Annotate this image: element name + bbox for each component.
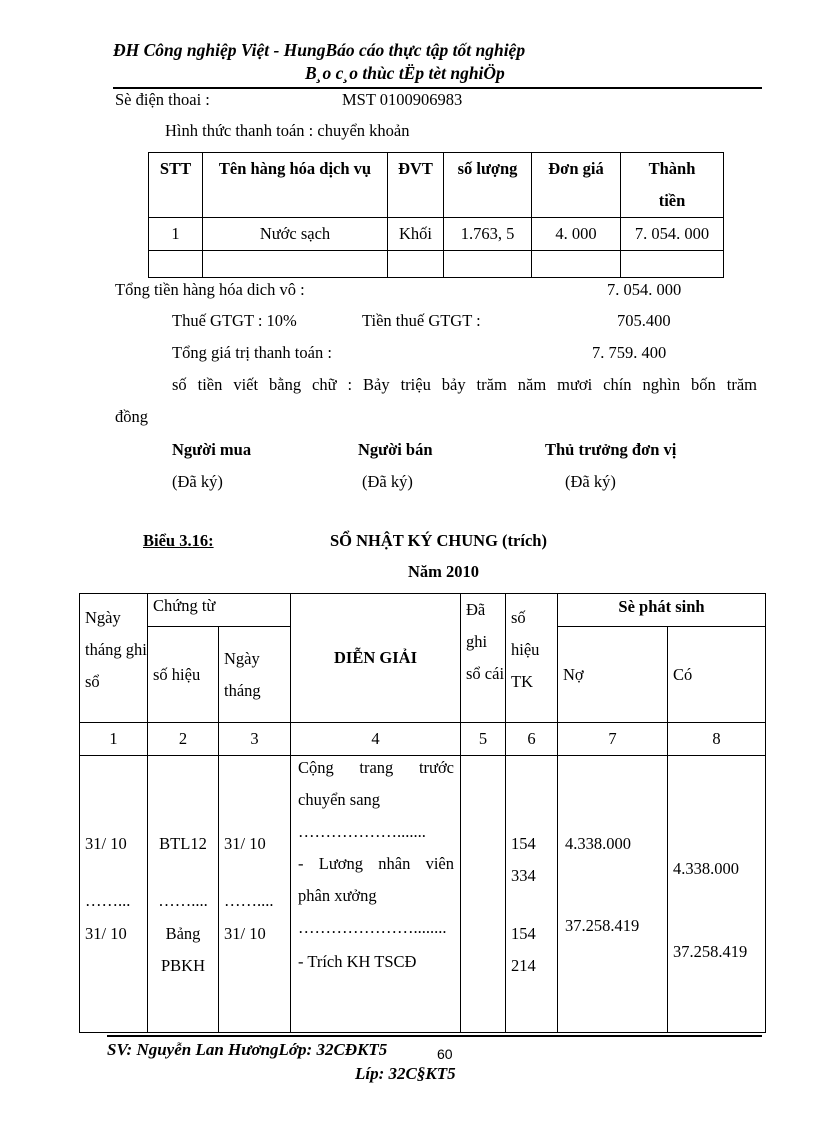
cell-item: Nước sạch <box>202 217 388 251</box>
header-credit: Có <box>667 626 767 723</box>
invoice-row: 1 Nước sạch Khối 1.763, 5 4. 000 7. 054.… <box>148 217 724 251</box>
header-voucher: Chứng từ <box>146 593 292 627</box>
header-unit: ĐVT <box>387 152 444 218</box>
entry-desc: Cộng trang trước <box>298 758 455 777</box>
header-desc: DIỄN GIẢI <box>290 593 462 723</box>
entry-voucher-date: 31/ 10 <box>224 924 266 943</box>
seller-signed: (Đã ký) <box>362 472 413 491</box>
footer-rule <box>107 1035 762 1037</box>
invoice-table: STT Tên hàng hóa dịch vụ ĐVT số lượng Đơ… <box>148 152 724 278</box>
col-num: 1 <box>79 722 148 756</box>
entry-desc: - Trích KH TSCĐ <box>298 952 417 971</box>
entry-desc: ………………....... <box>298 822 426 841</box>
col-num: 2 <box>147 722 219 756</box>
header-item: Tên hàng hóa dịch vụ <box>202 152 388 218</box>
header-amount: Thành tiền <box>620 152 724 218</box>
vat-label: Tiền thuế GTGT : <box>362 311 481 330</box>
header-stt: STT <box>148 152 203 218</box>
header-price: Đơn giá <box>531 152 621 218</box>
journal-year: Năm 2010 <box>408 562 480 581</box>
cell-price: 4. 000 <box>531 217 621 251</box>
header-rule <box>113 87 762 89</box>
cell-unit: Khối <box>387 217 444 251</box>
entry-voucher-no: …….... <box>158 891 208 910</box>
col-num: 5 <box>460 722 507 756</box>
header-amount: Sè phát sinh <box>557 593 767 627</box>
header-voucher-date: Ngày tháng <box>217 626 292 723</box>
entry-credit: 4.338.000 <box>673 859 740 878</box>
entry-debit: 4.338.000 <box>565 834 632 853</box>
total-value: 7. 759. 400 <box>592 343 667 362</box>
journal-table: Ngày tháng ghi sổ Chứng từ DIỄN GIẢI Đã … <box>79 593 767 1033</box>
header-date: Ngày tháng ghi sổ <box>79 593 148 723</box>
subtotal-value: 7. 054. 000 <box>607 280 682 299</box>
header-voucher-no: số hiệu <box>147 626 219 723</box>
cell-stt: 1 <box>148 217 203 251</box>
tax-code: MST 0100906983 <box>342 90 463 109</box>
entry-account: 154 <box>511 834 536 853</box>
head-role: Thủ trưởng đơn vị <box>545 440 677 459</box>
entry-voucher-date: 31/ 10 <box>224 834 266 853</box>
col-num: 7 <box>557 722 669 756</box>
buyer-signed: (Đã ký) <box>172 472 223 491</box>
vat-value: 705.400 <box>617 311 671 330</box>
col-num: 3 <box>217 722 292 756</box>
head-signed: (Đã ký) <box>565 472 616 491</box>
cell-qty: 1.763, 5 <box>443 217 532 251</box>
entry-voucher-no: Bảng <box>165 924 201 943</box>
amount-in-words: số tiền viết bằng chữ : Bảy triệu bảy tr… <box>172 375 757 394</box>
entry-date: 31/ 10 <box>85 834 127 853</box>
buyer-role: Người mua <box>172 440 252 459</box>
header-subtitle: B¸o c¸o thùc tËp tèt nghiÖp <box>305 63 505 83</box>
header-account: số hiệu TK <box>505 593 559 723</box>
header-qty: số lượng <box>443 152 532 218</box>
subtotal-label: Tổng tiền hàng hóa dich vô : <box>115 280 305 299</box>
cell-amount: 7. 054. 000 <box>620 217 724 251</box>
entry-date: ……... <box>85 891 131 910</box>
entry-credit: 37.258.419 <box>673 942 748 961</box>
col-num: 4 <box>290 722 462 756</box>
col-num: 6 <box>505 722 559 756</box>
entry-date: 31/ 10 <box>85 924 127 943</box>
entry-voucher-no: PBKH <box>160 956 205 975</box>
journal-title: SỔ NHẬT KÝ CHUNG (trích) <box>330 531 547 550</box>
page-number: 60 <box>437 1046 453 1062</box>
invoice-row-empty <box>148 250 724 278</box>
phone-label: Sè điện thoai : <box>115 90 210 109</box>
seller-role: Người bán <box>358 440 433 459</box>
column-number-row: 1 2 3 4 5 6 7 8 <box>79 722 767 756</box>
entry-account: 214 <box>511 956 536 975</box>
entry-voucher-date: …….... <box>224 891 274 910</box>
header-debit: Nợ <box>557 626 669 723</box>
entry-desc: phân xưởng <box>298 886 377 905</box>
amount-in-words-cont: đồng <box>115 407 148 426</box>
entry-account: 334 <box>511 866 536 885</box>
entry-account: 154 <box>511 924 536 943</box>
vat-rate: Thuế GTGT : 10% <box>172 311 297 330</box>
header-title: ĐH Công nghiệp Việt - HungBáo cáo thực t… <box>113 40 526 60</box>
entry-desc: …………………........ <box>298 918 447 937</box>
header-posted: Đã ghi sổ cái <box>460 593 507 723</box>
payment-method: Hình thức thanh toán : chuyển khoản <box>165 121 410 140</box>
journal-label: Biểu 3.16: <box>143 531 214 550</box>
invoice-header-row: STT Tên hàng hóa dịch vụ ĐVT số lượng Đơ… <box>148 152 724 218</box>
entry-debit: 37.258.419 <box>565 916 640 935</box>
col-num: 8 <box>667 722 767 756</box>
entry-desc: - Lương nhân viên <box>298 854 455 873</box>
entry-desc: chuyển sang <box>298 790 381 809</box>
total-label: Tổng giá trị thanh toán : <box>172 343 332 362</box>
footer-student: SV: Nguyễn Lan HươngLớp: 32CĐKT5 <box>107 1040 388 1059</box>
journal-entry-row: 31/ 10 ……... 31/ 10 BTL12 …….... Bảng PB… <box>79 755 767 1033</box>
footer-class: Líp: 32C§KT5 <box>355 1064 456 1083</box>
entry-voucher-no: BTL12 <box>159 834 207 853</box>
